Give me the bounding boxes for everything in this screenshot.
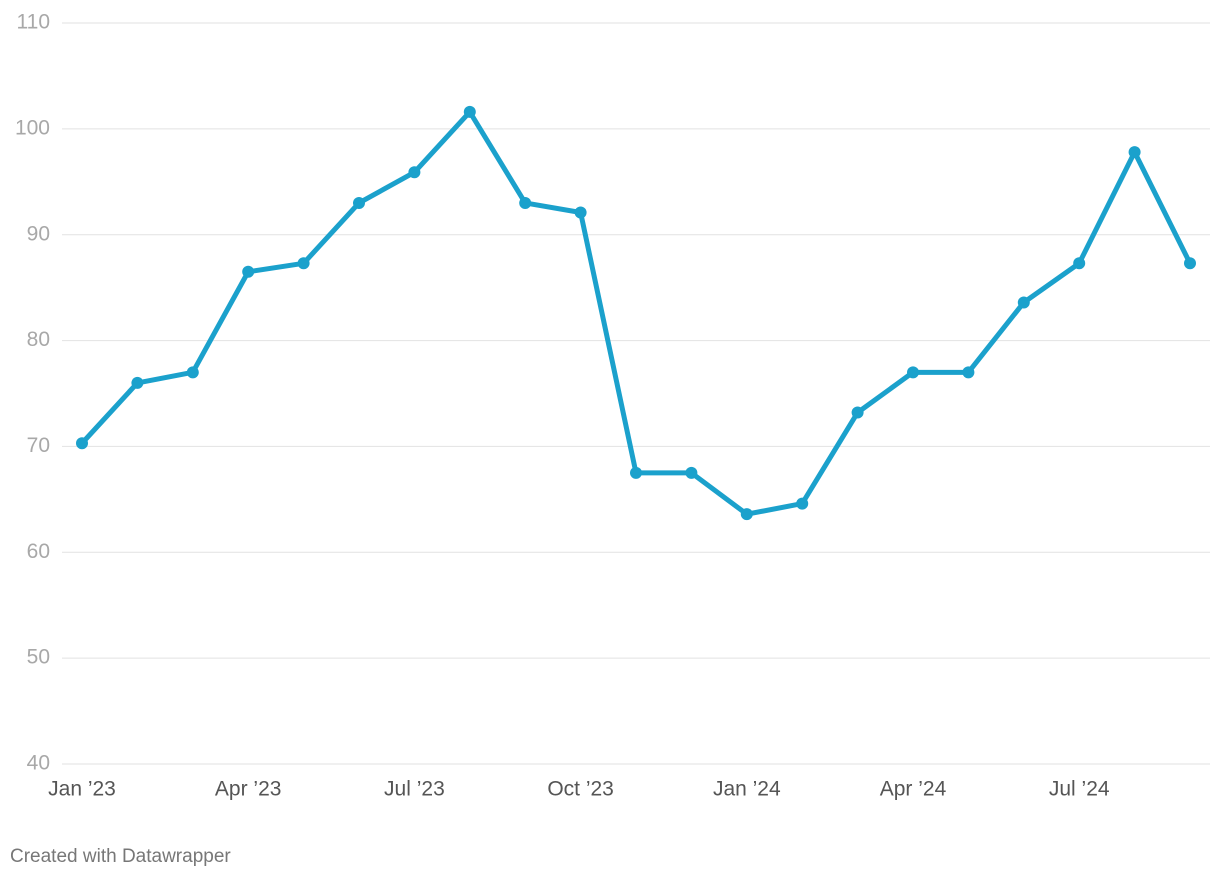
- point: [1184, 257, 1196, 270]
- point: [1017, 296, 1030, 309]
- footer: Created with Datawrapper: [10, 846, 231, 867]
- point: [408, 166, 421, 179]
- series-line: [80, 109, 1193, 517]
- point: [630, 466, 642, 479]
- point: [685, 466, 698, 479]
- point: [796, 497, 809, 510]
- point: [297, 257, 310, 270]
- x-tick-label: Jan ’23: [48, 778, 116, 801]
- x-tick-label: Oct ’23: [547, 778, 614, 801]
- point: [463, 105, 476, 118]
- point: [907, 366, 919, 379]
- x-tick-label: Jan ’24: [713, 778, 781, 801]
- point: [574, 206, 587, 219]
- y-tick-label: 80: [27, 328, 50, 351]
- point: [519, 196, 532, 209]
- x-tick-label: Jul ’23: [384, 778, 445, 801]
- point: [76, 437, 88, 450]
- point: [1128, 146, 1141, 159]
- point: [1073, 257, 1086, 270]
- point: [851, 406, 864, 419]
- point: [353, 196, 365, 209]
- point: [131, 376, 144, 389]
- y-tick-label: 40: [27, 752, 50, 775]
- x-tick-label: Apr ’23: [215, 778, 282, 801]
- y-tick-label: 100: [15, 116, 50, 139]
- y-tick-label: 110: [17, 11, 50, 34]
- y-tick-label: 90: [27, 222, 50, 245]
- x-tick-label: Jul ’24: [1049, 778, 1110, 801]
- point: [186, 366, 199, 379]
- point: [962, 366, 975, 379]
- y-tick-label: 70: [27, 434, 50, 457]
- y-tick-label: 50: [27, 646, 50, 669]
- x-tick-label: Apr ’24: [880, 778, 947, 801]
- y-tick-label: 60: [27, 540, 50, 563]
- point: [740, 508, 753, 521]
- point: [242, 265, 255, 278]
